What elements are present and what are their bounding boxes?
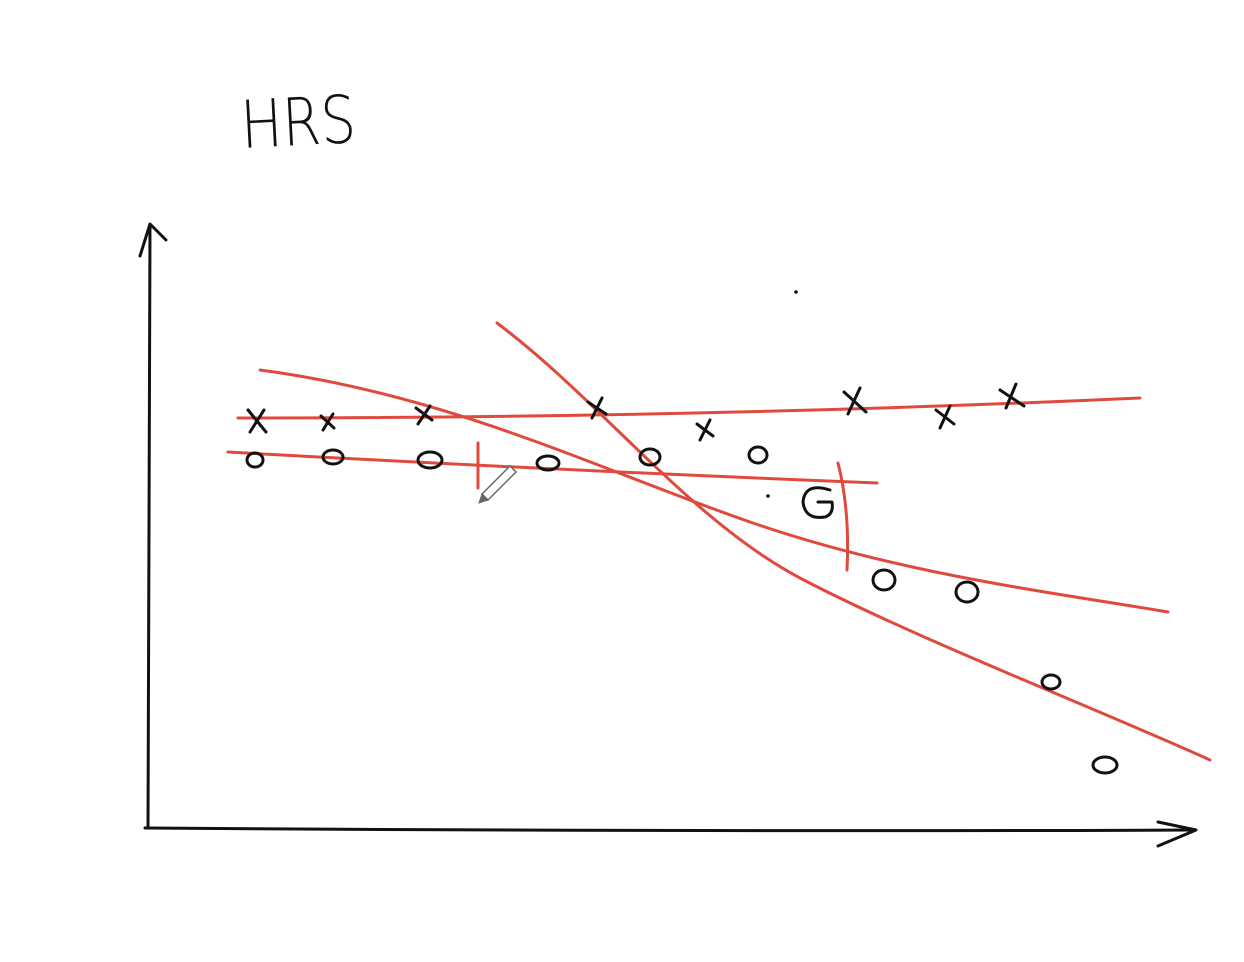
o-marker — [1091, 755, 1119, 775]
pencil-tip — [478, 493, 489, 504]
o-marker — [747, 445, 769, 465]
y-axis-arrow — [138, 222, 168, 258]
x-marker — [319, 412, 336, 432]
o-marker — [638, 447, 662, 467]
o-marker — [1040, 673, 1062, 691]
o-marker — [245, 451, 265, 469]
x-marker — [414, 404, 434, 426]
x-marker — [586, 396, 608, 420]
o-markers — [245, 445, 1119, 775]
fit-line — [495, 321, 1212, 762]
x-marker — [934, 404, 956, 430]
fit-line — [258, 368, 1170, 614]
sketch-title: HRS — [239, 81, 358, 164]
split-mark — [836, 461, 850, 572]
x-markers — [246, 382, 1026, 442]
x-axis — [143, 826, 1197, 833]
x-axis-arrow — [1156, 820, 1198, 848]
fit-line — [236, 396, 1142, 420]
x-marker — [695, 418, 715, 442]
ink-dot — [794, 290, 798, 294]
pencil-cursor — [478, 464, 518, 504]
x-marker — [842, 386, 868, 416]
x-marker — [246, 408, 268, 434]
o-marker — [871, 568, 897, 592]
ink-dot — [766, 494, 770, 498]
x-marker — [998, 382, 1026, 410]
o-marker — [954, 580, 980, 604]
o-marker — [801, 486, 834, 519]
y-axis — [146, 224, 152, 830]
o-marker — [416, 450, 444, 470]
o-marker — [535, 454, 561, 472]
axes — [138, 222, 1198, 848]
o-marker — [321, 448, 345, 466]
